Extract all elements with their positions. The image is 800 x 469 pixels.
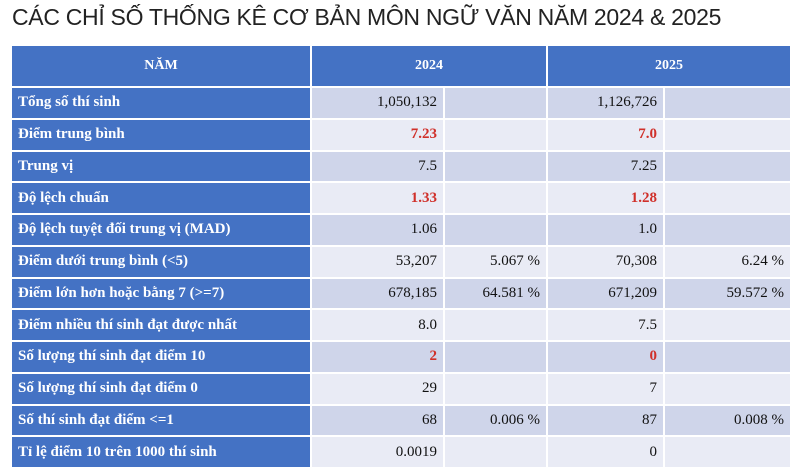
value-cell: 7.5 (312, 151, 443, 182)
value-cell: 1,050,132 (312, 88, 443, 118)
row-label: Độ lệch tuyệt đối trung vị (MAD) (12, 215, 310, 245)
header-cell: 2025 (548, 46, 790, 86)
value-cell (665, 437, 790, 467)
value-cell: 1.0 (548, 215, 663, 245)
title: CÁC CHỈ SỐ THỐNG KÊ CƠ BẢN MÔN NGỮ VĂN N… (12, 4, 722, 30)
value-cell (665, 215, 790, 245)
value-cell: 2 (312, 342, 443, 372)
row-label: Số lượng thí sinh đạt điểm 0 (12, 373, 310, 404)
value-cell: 29 (312, 373, 443, 404)
value-cell (445, 342, 546, 372)
value-cell: 7 (548, 373, 663, 404)
value-cell (665, 310, 790, 340)
value-cell: 0 (548, 342, 663, 372)
row-label: Số lượng thí sinh đạt điểm 10 (12, 342, 310, 372)
value-cell: 671,209 (548, 278, 663, 309)
value-cell: 0.0019 (312, 437, 443, 467)
value-cell (665, 373, 790, 404)
value-cell: 70,308 (548, 246, 663, 277)
value-cell (665, 151, 790, 182)
value-cell: 87 (548, 405, 663, 436)
value-cell (445, 373, 546, 404)
row-label: Tỉ lệ điểm 10 trên 1000 thí sinh (12, 437, 310, 467)
value-cell: 0.006 % (445, 405, 546, 436)
value-cell (665, 88, 790, 118)
row-label: Điểm lớn hơn hoặc bằng 7 (>=7) (12, 278, 310, 309)
value-cell: 59.572 % (665, 278, 790, 309)
value-cell: 1.06 (312, 215, 443, 245)
value-cell: 68 (312, 405, 443, 436)
row-label: Điểm nhiều thí sinh đạt được nhất (12, 310, 310, 340)
row-label: Số thí sinh đạt điểm <=1 (12, 405, 310, 436)
row-label: Điểm trung bình (12, 119, 310, 150)
value-cell (445, 437, 546, 467)
value-cell (665, 342, 790, 372)
value-cell (445, 151, 546, 182)
value-cell: 64.581 % (445, 278, 546, 309)
value-cell (665, 119, 790, 150)
value-cell: 1.28 (548, 183, 663, 213)
value-cell: 7.5 (548, 310, 663, 340)
value-cell: 53,207 (312, 246, 443, 277)
row-label: Độ lệch chuẩn (12, 183, 310, 213)
value-cell (445, 215, 546, 245)
value-cell: 678,185 (312, 278, 443, 309)
value-cell (445, 183, 546, 213)
value-cell: 6.24 % (665, 246, 790, 277)
value-cell: 7.25 (548, 151, 663, 182)
value-cell: 0 (548, 437, 663, 467)
value-cell: 0.008 % (665, 405, 790, 436)
header-cell: NĂM (12, 46, 310, 86)
value-cell: 8.0 (312, 310, 443, 340)
value-cell (665, 183, 790, 213)
value-cell: 7.0 (548, 119, 663, 150)
value-cell (445, 119, 546, 150)
row-label: Trung vị (12, 151, 310, 182)
value-cell (445, 88, 546, 118)
value-cell: 7.23 (312, 119, 443, 150)
value-cell: 5.067 % (445, 246, 546, 277)
header-cell: 2024 (312, 46, 546, 86)
value-cell: 1,126,726 (548, 88, 663, 118)
value-cell: 1.33 (312, 183, 443, 213)
row-label: Tổng số thí sinh (12, 88, 310, 118)
value-cell (445, 310, 546, 340)
row-label: Điểm dưới trung bình (<5) (12, 246, 310, 277)
